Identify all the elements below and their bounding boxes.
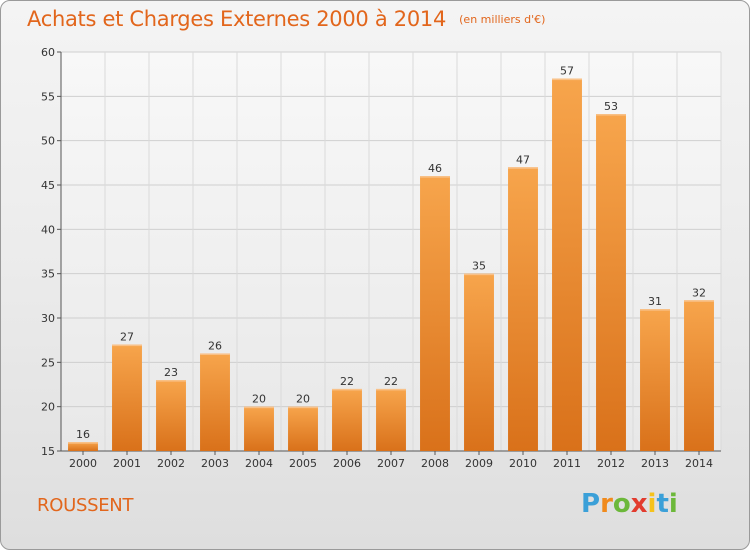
bar [684,300,714,451]
y-tick-label: 55 [41,90,55,103]
bar-highlight [684,300,714,302]
chart-subtitle: (en milliers d'€) [459,13,546,26]
bar-value-label: 22 [384,375,398,388]
bar [640,309,670,451]
location-name: ROUSSENT [37,495,134,516]
bar [508,167,538,451]
bar [200,353,230,451]
bar-highlight [464,273,494,276]
x-tick-label: 2006 [333,457,361,470]
bar [288,406,318,451]
y-tick-label: 15 [41,445,55,458]
bar-value-label: 46 [428,162,442,175]
x-tick-label: 2004 [245,457,273,470]
bar [376,388,406,451]
bar [156,380,186,451]
bar [552,78,582,451]
logo-letter: o [612,489,631,519]
bar-value-label: 23 [164,366,178,379]
bar-value-label: 47 [516,153,530,166]
bar [332,388,362,451]
bar-highlight [332,388,362,391]
bar-value-label: 32 [692,286,706,299]
bar-value-label: 53 [604,100,618,113]
bar-highlight [640,309,670,311]
y-tick-label: 45 [41,179,55,192]
bar [464,273,494,451]
bar-value-label: 27 [120,331,134,344]
y-tick-label: 25 [41,356,55,369]
y-tick-label: 60 [41,46,55,59]
bar [420,176,450,451]
logo-letter: i [647,489,657,519]
bar-highlight [552,78,582,81]
bar-highlight [420,176,450,178]
bar-value-label: 31 [648,295,662,308]
bar-highlight [68,442,98,444]
logo-letter: x [630,489,648,519]
bar-highlight [200,353,230,355]
bars [68,78,714,452]
bar-value-label: 26 [208,339,222,352]
bar-highlight [288,406,318,409]
chart-title: Achats et Charges Externes 2000 à 2014 [27,7,447,31]
x-tick-label: 2008 [421,457,449,470]
bar-highlight [508,167,538,169]
bar-value-label: 22 [340,375,354,388]
bar [112,344,142,451]
x-tick-label: 2010 [509,457,537,470]
x-tick-label: 2001 [113,457,141,470]
x-tick-label: 2011 [553,457,581,470]
x-tick-label: 2013 [641,457,669,470]
bar-value-label: 20 [296,393,310,406]
y-tick-label: 30 [41,312,55,325]
x-tick-label: 2009 [465,457,493,470]
bar-highlight [244,406,274,409]
y-tick-label: 50 [41,135,55,148]
bar-value-label: 57 [560,65,574,78]
logo-letter: P [581,489,601,519]
y-tick-label: 40 [41,223,55,236]
bar-value-label: 16 [76,428,90,441]
x-tick-label: 2003 [201,457,229,470]
chart-title-block: Achats et Charges Externes 2000 à 2014 (… [27,7,545,31]
bar-highlight [156,380,186,382]
x-tick-label: 2014 [685,457,713,470]
bar-value-label: 20 [252,393,266,406]
bar [596,114,626,452]
x-tick-label: 2007 [377,457,405,470]
bar-highlight [112,344,142,347]
y-tick-label: 35 [41,268,55,281]
bar [244,406,274,451]
bar-highlight [376,388,406,391]
x-tick-label: 2012 [597,457,625,470]
bar-value-label: 35 [472,260,486,273]
x-tick-label: 2000 [69,457,97,470]
bar-highlight [596,114,626,116]
bar [68,442,98,451]
x-tick-label: 2005 [289,457,317,470]
y-tick-label: 20 [41,401,55,414]
logo-letter: r [600,489,613,519]
logo-letter: t [656,489,669,519]
x-tick-label: 2002 [157,457,185,470]
proxiti-logo: Proxiti [581,489,678,519]
labels: 15 20 25 30 35 40 45 50 55 60 16 2000 27 2001 23 2002 26… [41,46,713,470]
logo-letter: i [668,489,678,519]
